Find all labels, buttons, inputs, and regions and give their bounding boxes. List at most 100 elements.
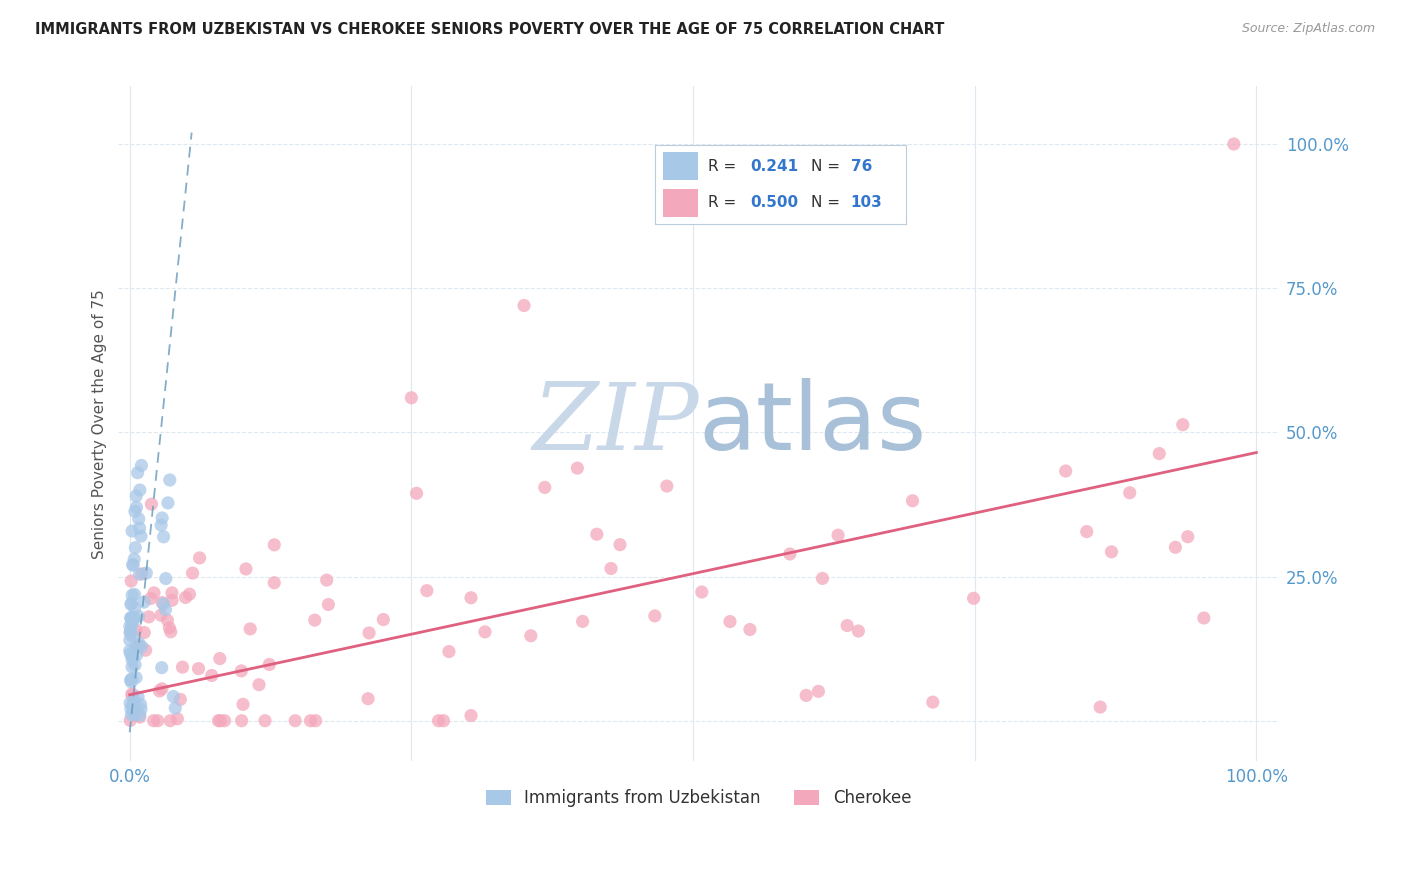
Point: [156, 496, 179, 510]
Point: [160, 586, 183, 600]
Text: R =: R =: [707, 159, 737, 174]
Point: [122, 558, 145, 572]
Point: [474, 624, 496, 639]
Point: [520, 629, 543, 643]
Point: [807, 684, 830, 698]
Point: [150, 518, 173, 533]
Point: [131, 640, 153, 654]
Point: [128, 512, 150, 526]
Point: [157, 621, 180, 635]
Point: [135, 566, 157, 580]
Point: [120, 598, 142, 612]
Point: [159, 473, 181, 487]
Point: [1164, 541, 1187, 555]
Point: [128, 483, 150, 497]
Point: [460, 591, 482, 605]
Point: [129, 529, 152, 543]
Point: [125, 640, 148, 655]
Point: [124, 541, 146, 555]
Point: [263, 538, 285, 552]
Point: [146, 714, 169, 728]
Point: [122, 703, 145, 717]
Point: [125, 500, 148, 515]
Text: 103: 103: [851, 195, 883, 210]
Point: [139, 591, 162, 606]
Point: [124, 657, 146, 672]
Bar: [662, 189, 697, 218]
Point: [172, 660, 194, 674]
Point: [848, 624, 870, 638]
Point: [232, 698, 254, 712]
Point: [432, 714, 454, 728]
Point: [405, 486, 427, 500]
Point: [125, 704, 148, 718]
Point: [150, 660, 173, 674]
Point: [811, 571, 834, 585]
Point: [1054, 464, 1077, 478]
Point: [155, 572, 177, 586]
Point: [160, 593, 183, 607]
Text: Source: ZipAtlas.com: Source: ZipAtlas.com: [1241, 22, 1375, 36]
Point: [127, 466, 149, 480]
Point: [122, 611, 145, 625]
Point: [359, 626, 381, 640]
Point: [152, 597, 174, 611]
Point: [600, 561, 623, 575]
Point: [121, 650, 143, 665]
Point: [120, 714, 142, 728]
Point: [1177, 530, 1199, 544]
Point: [122, 698, 145, 713]
Point: [718, 615, 741, 629]
Text: N =: N =: [811, 195, 839, 210]
Point: [644, 608, 666, 623]
Point: [120, 611, 142, 625]
Point: [121, 698, 143, 713]
Point: [150, 596, 173, 610]
Point: [121, 611, 143, 625]
Point: [214, 714, 236, 728]
Point: [174, 591, 197, 605]
Point: [207, 714, 229, 728]
Point: [125, 671, 148, 685]
Point: [1171, 417, 1194, 432]
Point: [318, 598, 340, 612]
Bar: [662, 152, 697, 180]
Point: [121, 614, 143, 628]
Point: [121, 558, 143, 572]
Point: [1192, 611, 1215, 625]
Point: [121, 672, 143, 686]
Point: [122, 610, 145, 624]
Point: [779, 547, 801, 561]
Point: [124, 504, 146, 518]
Text: 0.241: 0.241: [751, 159, 799, 174]
Point: [118, 633, 141, 648]
Point: [122, 708, 145, 723]
Point: [179, 587, 201, 601]
Point: [155, 602, 177, 616]
Point: [738, 623, 761, 637]
Point: [120, 611, 142, 625]
Point: [159, 624, 181, 639]
Point: [247, 678, 270, 692]
Point: [143, 586, 166, 600]
Point: [134, 625, 156, 640]
Point: [127, 690, 149, 704]
Point: [1223, 136, 1246, 151]
Point: [150, 681, 173, 696]
Y-axis label: Seniors Poverty Over the Age of 75: Seniors Poverty Over the Age of 75: [93, 289, 107, 558]
Point: [231, 664, 253, 678]
Point: [169, 692, 191, 706]
Point: [120, 574, 142, 588]
Point: [259, 657, 281, 672]
Point: [1147, 446, 1170, 460]
Point: [299, 714, 322, 728]
Point: [187, 662, 209, 676]
Point: [128, 710, 150, 724]
Point: [125, 623, 148, 637]
Point: [121, 629, 143, 643]
Point: [655, 479, 678, 493]
Point: [128, 708, 150, 723]
Point: [156, 613, 179, 627]
Point: [304, 714, 326, 728]
Point: [437, 644, 460, 658]
